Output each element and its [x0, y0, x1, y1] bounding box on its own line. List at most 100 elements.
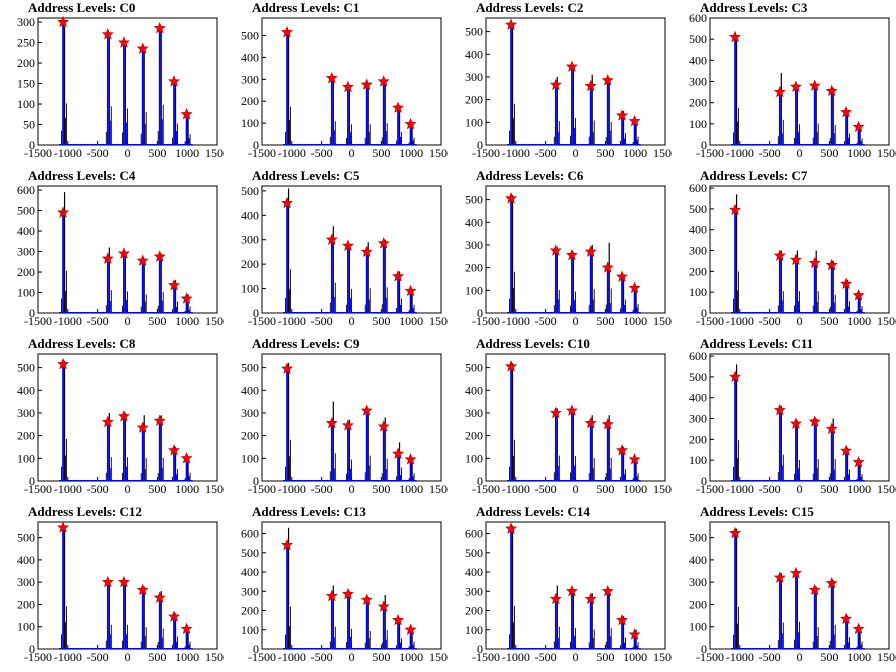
chart-svg: Address Levels: C15 0 100 200 300 400 500 -1500…: [689, 504, 896, 664]
y-tick-label: 100: [465, 451, 483, 465]
x-tick-label: 1000: [847, 650, 871, 664]
peak-marker: [505, 522, 518, 534]
x-tick-label: -500: [87, 650, 109, 664]
peak-marker: [117, 410, 130, 422]
y-tick-label: 50: [23, 118, 35, 132]
chart-title: Address Levels: C12: [28, 504, 142, 519]
y-tick-label: 150: [17, 77, 35, 91]
peak-marker: [281, 538, 294, 551]
chart-panel: Address Levels: C7 0 100 200 300 400 500 600 -15…: [672, 168, 896, 336]
peak-marker: [341, 239, 354, 251]
y-tick-label: 100: [241, 116, 259, 130]
x-tick-label: 1000: [175, 146, 199, 160]
x-tick-label: -1500: [696, 650, 724, 664]
y-tick-label: 200: [689, 264, 707, 278]
y-tick-label: 200: [241, 94, 259, 108]
chart-panel: Address Levels: C10 0 100 200 300 400 500 -1500…: [448, 336, 672, 504]
y-tick-label: 600: [241, 527, 259, 541]
y-tick-label: 300: [241, 406, 259, 420]
peak-marker: [840, 105, 853, 118]
y-tick-label: 300: [689, 412, 707, 426]
x-tick-label: -500: [759, 146, 781, 160]
chart-svg: Address Levels: C14 0 100 200 300 400 500 600 -1…: [465, 504, 672, 664]
peak-marker: [360, 404, 373, 416]
peak-marker: [136, 42, 149, 54]
x-tick-label: -500: [311, 482, 333, 496]
y-tick-label: 300: [689, 575, 707, 589]
x-tick-label: 1500: [429, 650, 448, 664]
peak-marker: [325, 71, 338, 84]
peak-marker: [117, 36, 130, 48]
peak-marker: [377, 237, 390, 249]
x-tick-label: 1500: [205, 650, 224, 664]
x-tick-label: 0: [573, 146, 579, 160]
x-tick-label: 1000: [399, 314, 423, 328]
chart-panel: Address Levels: C0 0 50 100 150 200 250 300 -150…: [0, 0, 224, 168]
y-tick-label: 500: [17, 361, 35, 375]
chart-title: Address Levels: C13: [252, 504, 366, 519]
peak-marker: [825, 84, 838, 97]
y-tick-label: 500: [465, 361, 483, 375]
y-tick-label: 400: [17, 553, 35, 567]
x-tick-label: 500: [596, 650, 614, 664]
chart-title: Address Levels: C10: [476, 336, 590, 351]
chart-title: Address Levels: C15: [700, 504, 814, 519]
x-tick-label: 500: [148, 650, 166, 664]
y-tick-label: 300: [17, 15, 35, 29]
peak-marker: [616, 613, 629, 626]
y-tick-label: 200: [465, 261, 483, 275]
y-tick-label: 0: [477, 138, 483, 152]
x-tick-label: 0: [797, 314, 803, 328]
peak-marker: [773, 85, 786, 98]
y-tick-label: 400: [241, 208, 259, 222]
x-tick-label: -1000: [278, 482, 306, 496]
x-tick-label: 0: [125, 146, 131, 160]
y-tick-label: 100: [17, 620, 35, 634]
peak-marker: [281, 196, 294, 209]
x-tick-label: -1500: [472, 314, 500, 328]
x-tick-label: 500: [372, 314, 390, 328]
peak-marker: [377, 600, 390, 612]
chart-panel: Address Levels: C3 0 100 200 300 400 500 600 -15…: [672, 0, 896, 168]
chart-title: Address Levels: C1: [252, 0, 359, 15]
x-tick-label: -500: [311, 146, 333, 160]
y-tick-label: 0: [477, 306, 483, 320]
peak-marker: [852, 622, 865, 635]
y-tick-label: 400: [465, 565, 483, 579]
y-tick-label: 400: [17, 224, 35, 238]
peak-marker: [808, 79, 821, 91]
chart-panel: Address Levels: C2 0 100 200 300 400 500 -1500-…: [448, 0, 672, 168]
x-tick-label: 500: [372, 146, 390, 160]
chart-svg: Address Levels: C10100200300400500-1500-…: [241, 0, 448, 160]
x-tick-label: -1000: [726, 146, 754, 160]
y-tick-label: 100: [465, 283, 483, 297]
y-tick-label: 400: [689, 223, 707, 237]
chart-panel: Address Levels: C9 0 100 200 300 400 500 -1500-…: [224, 336, 448, 504]
y-tick-label: 100: [465, 115, 483, 129]
y-tick-label: 300: [241, 233, 259, 247]
chart-panel: Address Levels: C8 0 100 200 300 400 500 -1500-…: [0, 336, 224, 504]
y-tick-label: 100: [241, 282, 259, 296]
peak-marker: [136, 254, 149, 266]
x-tick-label: 1000: [399, 482, 423, 496]
peak-marker: [57, 206, 70, 218]
x-tick-label: 500: [372, 650, 390, 664]
y-tick-label: 0: [253, 642, 259, 656]
y-tick-label: 0: [29, 642, 35, 656]
peak-marker: [325, 416, 338, 429]
x-tick-label: -1000: [502, 650, 530, 664]
peak-marker: [392, 101, 405, 113]
y-tick-label: 100: [689, 453, 707, 467]
y-tick-label: 200: [241, 429, 259, 443]
y-tick-label: 0: [29, 306, 35, 320]
peak-marker: [808, 256, 821, 269]
x-tick-label: 0: [125, 650, 131, 664]
peak-marker: [840, 444, 853, 456]
peak-marker: [789, 566, 802, 579]
chart-title: Address Levels: C2: [476, 0, 583, 15]
x-tick-label: -1500: [472, 650, 500, 664]
peak-marker: [825, 258, 838, 271]
chart-panel: Address Levels: C14 0 100 200 300 400 500 600 -1…: [448, 504, 672, 672]
x-tick-label: -1000: [502, 314, 530, 328]
chart-panel: Address Levels: C13 0 100 200 300 400 500 600 -1…: [224, 504, 448, 672]
